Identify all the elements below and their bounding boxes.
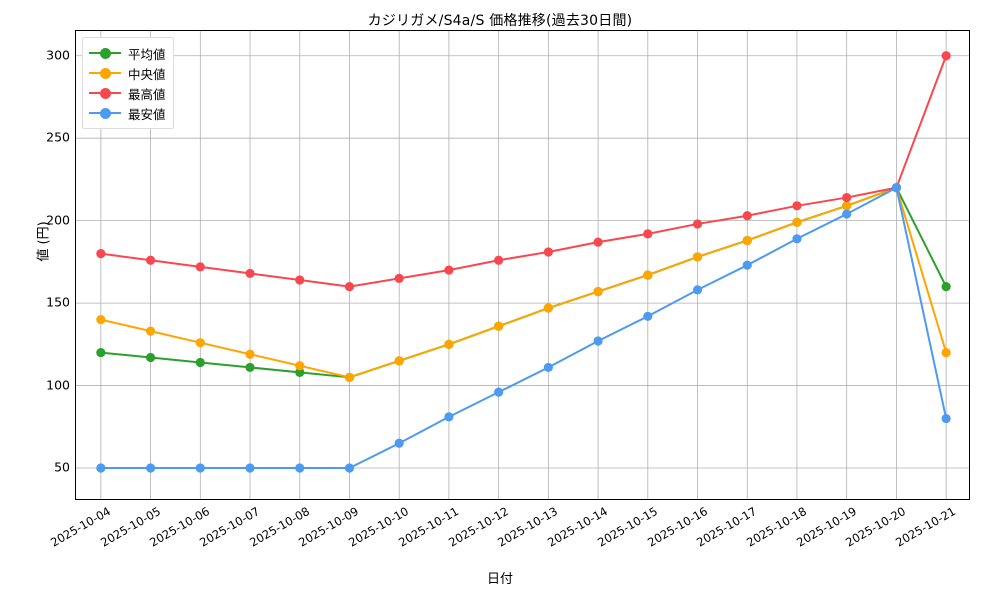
series-marker — [792, 234, 802, 244]
series-marker — [245, 268, 255, 279]
y-tick-label: 200 — [46, 212, 70, 228]
series-marker — [245, 349, 255, 359]
series-marker — [344, 372, 355, 382]
series-marker — [941, 51, 951, 61]
series-marker — [593, 336, 603, 346]
series-marker — [245, 463, 255, 473]
legend-item[interactable]: 平均値 — [89, 43, 166, 63]
y-axis-tick-labels: 50 100 150 200 250 300 — [14, 30, 70, 500]
series-marker — [344, 282, 355, 292]
series-line — [99, 54, 948, 288]
series-line — [99, 186, 948, 379]
data-series — [96, 183, 951, 382]
series-marker — [692, 285, 703, 295]
x-axis-label: 日付 — [486, 572, 513, 587]
series-marker — [195, 357, 205, 368]
series-marker — [792, 201, 802, 211]
legend-swatch-icon — [89, 46, 121, 60]
series-marker — [145, 463, 156, 473]
legend-swatch-icon — [89, 66, 121, 80]
series-marker — [394, 273, 404, 283]
series-marker — [195, 262, 205, 272]
series-marker — [643, 311, 653, 321]
series-marker — [145, 255, 156, 265]
grid-lines — [76, 31, 969, 499]
series-marker — [145, 352, 156, 363]
series-marker — [96, 463, 106, 473]
series-marker — [941, 413, 951, 424]
series-marker — [842, 209, 852, 219]
series-marker — [643, 270, 653, 280]
chart-title: カジリガメ/S4a/S 価格推移(過去30日間) — [367, 13, 633, 29]
series-marker — [494, 387, 504, 397]
series-marker — [245, 362, 255, 373]
series-marker — [195, 463, 205, 473]
series-marker — [543, 303, 553, 313]
series-marker — [96, 314, 106, 325]
series-marker — [394, 438, 404, 448]
chart-legend: 平均値中央値最高値最安値 — [82, 37, 174, 129]
series-marker — [593, 286, 603, 297]
series-marker — [295, 367, 305, 377]
series-marker — [295, 361, 305, 371]
x-axis-tick-labels: 2025-10-04 2025-10-05 2025-10-06 2025-10-07… — [48, 500, 970, 595]
series-marker — [494, 255, 504, 265]
series-marker — [941, 347, 951, 358]
data-series-layer — [96, 51, 951, 473]
y-tick-label: 100 — [46, 377, 70, 393]
series-marker — [891, 183, 902, 193]
series-marker — [444, 339, 454, 349]
series-marker — [792, 217, 802, 227]
legend-label: 最高値 — [128, 86, 166, 102]
series-marker — [692, 219, 703, 229]
legend-item[interactable]: 最安値 — [89, 103, 166, 123]
data-series — [96, 183, 951, 473]
legend-swatch-icon — [89, 86, 121, 100]
series-marker — [643, 229, 653, 239]
series-marker — [96, 347, 106, 358]
series-marker — [593, 237, 603, 247]
series-line — [99, 186, 948, 470]
legend-swatch-icon — [89, 106, 121, 120]
plot-area — [75, 30, 970, 500]
series-marker — [295, 463, 305, 473]
y-tick-label: 50 — [54, 459, 70, 475]
series-marker — [941, 282, 951, 292]
y-tick-label: 250 — [46, 129, 70, 145]
series-marker — [444, 412, 454, 422]
series-marker — [96, 249, 106, 259]
series-marker — [543, 362, 553, 373]
y-tick-label: 150 — [46, 294, 70, 310]
series-marker — [295, 275, 305, 285]
series-marker — [742, 235, 752, 246]
legend-label: 最安値 — [128, 106, 166, 122]
data-series — [96, 51, 951, 292]
series-marker — [394, 356, 404, 366]
legend-item[interactable]: 最高値 — [89, 83, 166, 103]
legend-label: 中央値 — [128, 66, 166, 82]
series-marker — [742, 211, 752, 221]
series-marker — [742, 260, 752, 270]
legend-label: 平均値 — [128, 46, 166, 62]
legend-item[interactable]: 中央値 — [89, 63, 166, 83]
series-marker — [494, 321, 504, 331]
series-marker — [195, 338, 205, 348]
series-marker — [344, 463, 355, 473]
series-marker — [145, 326, 156, 336]
series-marker — [842, 201, 852, 211]
series-marker — [842, 192, 852, 203]
series-marker — [444, 265, 454, 275]
y-tick-label: 300 — [46, 47, 70, 63]
series-marker — [543, 247, 553, 257]
series-marker — [692, 252, 703, 262]
